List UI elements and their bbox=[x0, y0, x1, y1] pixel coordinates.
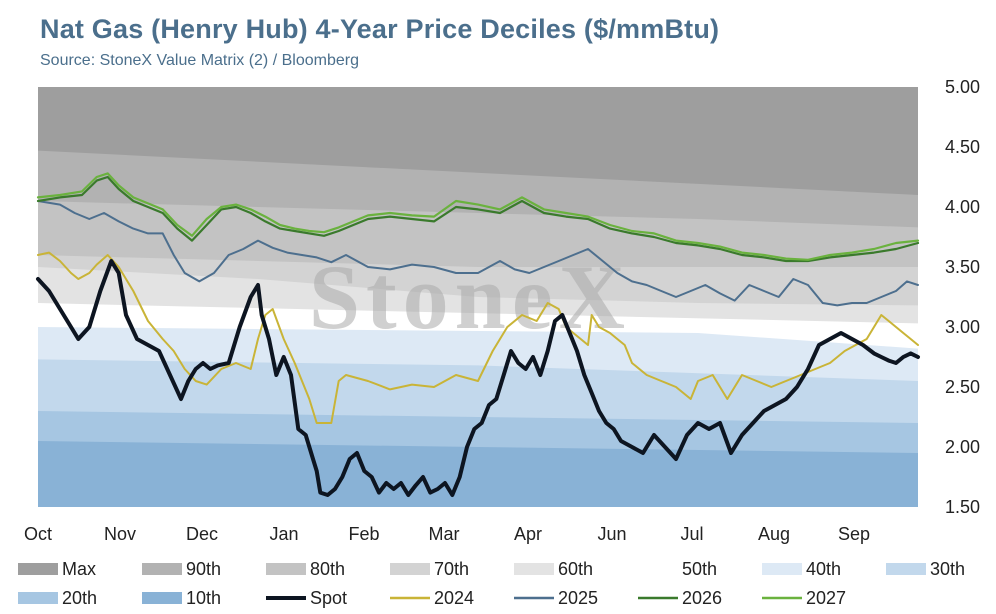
y-tick-label: 3.00 bbox=[945, 317, 980, 337]
legend-item-70th: 70th bbox=[390, 559, 469, 579]
legend-label: 80th bbox=[310, 559, 345, 579]
legend-swatch bbox=[142, 563, 182, 575]
legend-swatch bbox=[514, 563, 554, 575]
y-tick-label: 5.00 bbox=[945, 77, 980, 97]
y-tick-label: 2.00 bbox=[945, 437, 980, 457]
x-tick-label: Oct bbox=[24, 524, 52, 544]
legend-label: 2027 bbox=[806, 588, 846, 608]
x-tick-label: Jul bbox=[680, 524, 703, 544]
series-2026-line bbox=[36, 175, 920, 263]
legend-label: Max bbox=[62, 559, 96, 579]
legend-label: 10th bbox=[186, 588, 221, 608]
legend-swatch bbox=[762, 563, 802, 575]
legend-label: 2024 bbox=[434, 588, 474, 608]
legend-item-50th: 50th bbox=[638, 559, 717, 579]
legend-item-2026: 2026 bbox=[638, 588, 722, 608]
legend-label: 2026 bbox=[682, 588, 722, 608]
y-tick-label: 3.50 bbox=[945, 257, 980, 277]
legend-item-30th: 30th bbox=[886, 559, 965, 579]
legend-item-80th: 80th bbox=[266, 559, 345, 579]
legend-item-spot: Spot bbox=[266, 588, 347, 608]
legend-label: 60th bbox=[558, 559, 593, 579]
legend-label: 90th bbox=[186, 559, 221, 579]
legend-swatch bbox=[638, 563, 678, 575]
band-10th bbox=[38, 441, 918, 507]
series-2025-line bbox=[37, 200, 919, 307]
legend-item-2024: 2024 bbox=[390, 588, 474, 608]
legend-item-2027: 2027 bbox=[762, 588, 846, 608]
y-tick-label: 1.50 bbox=[945, 497, 980, 517]
legend-swatch bbox=[18, 563, 58, 575]
chart-subtitle: Source: StoneX Value Matrix (2) / Bloomb… bbox=[40, 52, 359, 69]
decile-bands bbox=[38, 87, 918, 507]
x-tick-label: Jan bbox=[269, 524, 298, 544]
chart-title: Nat Gas (Henry Hub) 4-Year Price Deciles… bbox=[40, 14, 720, 44]
x-tick-label: Jun bbox=[597, 524, 626, 544]
x-tick-label: Nov bbox=[104, 524, 136, 544]
series-lines bbox=[36, 172, 920, 497]
legend-label: 40th bbox=[806, 559, 841, 579]
y-tick-label: 4.00 bbox=[945, 197, 980, 217]
series-spot-line bbox=[36, 259, 920, 497]
legend-label: Spot bbox=[310, 588, 347, 608]
y-tick-label: 4.50 bbox=[945, 137, 980, 157]
x-tick-label: Dec bbox=[186, 524, 218, 544]
legend-swatch bbox=[390, 563, 430, 575]
legend-swatch bbox=[18, 592, 58, 604]
x-tick-label: Aug bbox=[758, 524, 790, 544]
legend-item-max: Max bbox=[18, 559, 96, 579]
series-2027-line bbox=[36, 172, 920, 261]
legend: Max 90th 80th 70th 60th 50th 40th 30th 20th 10th S… bbox=[18, 559, 965, 608]
legend-item-60th: 60th bbox=[514, 559, 593, 579]
legend-swatch bbox=[266, 563, 306, 575]
series-2024-line bbox=[37, 251, 919, 424]
legend-item-90th: 90th bbox=[142, 559, 221, 579]
legend-item-20th: 20th bbox=[18, 588, 97, 608]
legend-item-10th: 10th bbox=[142, 588, 221, 608]
legend-label: 30th bbox=[930, 559, 965, 579]
legend-swatch bbox=[886, 563, 926, 575]
x-tick-label: Mar bbox=[429, 524, 460, 544]
legend-item-2025: 2025 bbox=[514, 588, 598, 608]
legend-label: 2025 bbox=[558, 588, 598, 608]
legend-swatch bbox=[142, 592, 182, 604]
x-tick-label: Feb bbox=[348, 524, 379, 544]
legend-label: 50th bbox=[682, 559, 717, 579]
legend-label: 70th bbox=[434, 559, 469, 579]
x-tick-label: Apr bbox=[514, 524, 542, 544]
x-axis-ticks: Oct Nov Dec Jan Feb Mar Apr Jun Jul Aug Sep bbox=[24, 524, 870, 544]
y-tick-label: 2.50 bbox=[945, 377, 980, 397]
legend-label: 20th bbox=[62, 588, 97, 608]
legend-item-40th: 40th bbox=[762, 559, 841, 579]
x-tick-label: Sep bbox=[838, 524, 870, 544]
y-axis-ticks: 5.00 4.50 4.00 3.50 3.00 2.50 2.00 1.50 bbox=[945, 77, 980, 517]
